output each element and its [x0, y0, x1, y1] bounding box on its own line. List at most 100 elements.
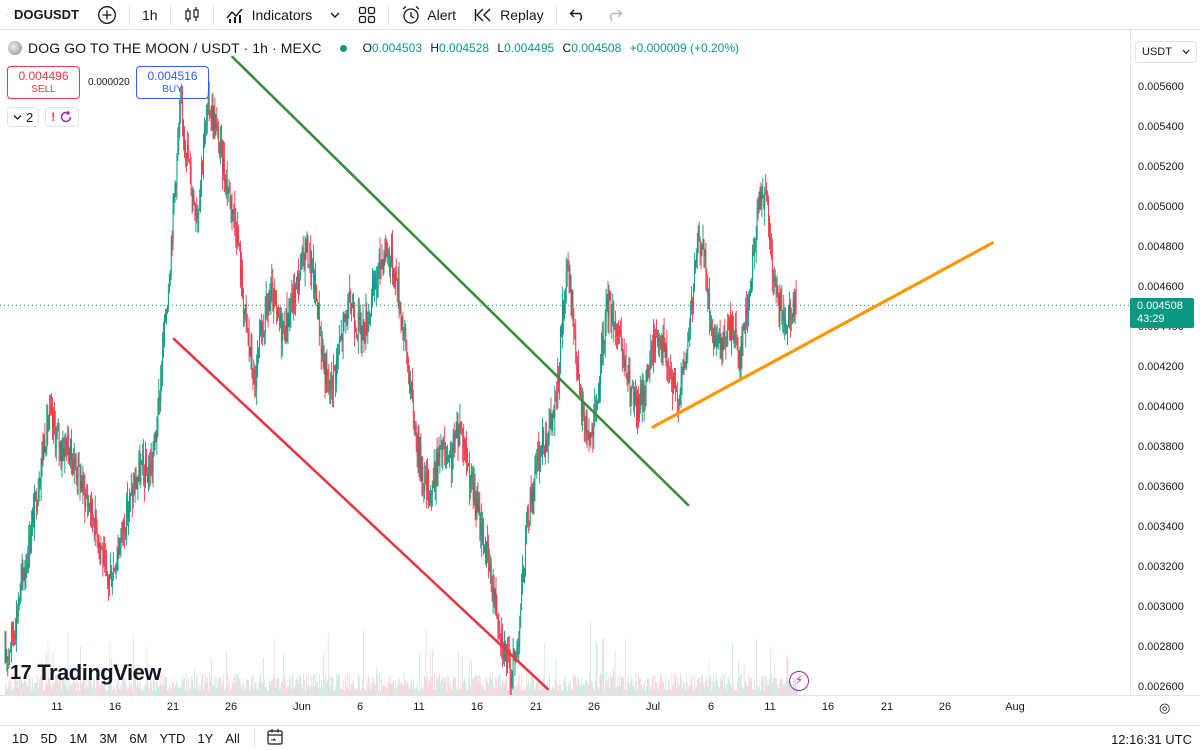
- candle-body: [306, 235, 308, 252]
- candle-body: [301, 255, 302, 262]
- range-1d[interactable]: 1D: [12, 730, 29, 746]
- volume-bar: [278, 677, 280, 695]
- candle-body: [711, 325, 712, 328]
- red-trendline[interactable]: [172, 337, 550, 691]
- candle-body: [370, 313, 372, 316]
- undo-button[interactable]: [560, 0, 596, 30]
- candle-body: [162, 344, 164, 375]
- utc-clock[interactable]: 12:16:31 UTC: [1111, 732, 1192, 747]
- tradingview-logo[interactable]: 17 TradingView: [10, 660, 161, 686]
- volume-bar: [564, 681, 565, 695]
- candle-body: [246, 315, 248, 330]
- range-1y[interactable]: 1Y: [197, 730, 214, 746]
- volume-bar: [483, 689, 485, 695]
- green-trendline[interactable]: [231, 55, 690, 507]
- range-all[interactable]: All: [225, 730, 240, 746]
- indicators-toggle[interactable]: 2: [7, 107, 40, 127]
- currency-select[interactable]: USDT: [1135, 41, 1197, 63]
- buy-button[interactable]: 0.004516 BUY: [136, 66, 209, 99]
- time-tick: 21: [166, 701, 180, 713]
- go-to-realtime-icon[interactable]: ◎: [1159, 700, 1171, 715]
- volume-bar: [53, 684, 55, 695]
- range-1m[interactable]: 1M: [69, 730, 88, 746]
- candle-body: [642, 383, 644, 404]
- volume-bar: [542, 682, 544, 695]
- candle-body: [342, 318, 344, 342]
- volume-bar: [452, 684, 453, 695]
- replay-button[interactable]: Replay: [465, 0, 553, 30]
- chart-legend: DOG GO TO THE MOON / USDT · 1h · MEXC O0…: [8, 40, 744, 56]
- candle-body: [184, 137, 185, 143]
- candle-body: [621, 338, 623, 360]
- volume-bar: [592, 687, 594, 695]
- volume-bar: [284, 674, 285, 695]
- volume-bar: [288, 678, 290, 695]
- low-value: 0.004495: [504, 41, 555, 55]
- symbol-search-button[interactable]: DOGUSDT: [0, 0, 88, 30]
- lightning-icon[interactable]: ⚡: [789, 671, 809, 691]
- volume-bar: [651, 677, 653, 695]
- range-6m[interactable]: 6M: [129, 730, 148, 746]
- date-range-button[interactable]: [258, 728, 292, 749]
- sell-button[interactable]: 0.004496 SELL: [7, 66, 80, 99]
- candle-body: [440, 440, 442, 447]
- volume-bar: [463, 680, 465, 695]
- volume-bar: [748, 674, 750, 695]
- volume-bar: [470, 687, 471, 695]
- candle-body: [571, 291, 573, 307]
- alert-button[interactable]: Alert: [392, 0, 465, 30]
- candle-body: [610, 299, 612, 323]
- volume-bar: [560, 684, 562, 695]
- volume-bar: [150, 680, 151, 695]
- compare-symbol-button[interactable]: [88, 0, 126, 30]
- volume-bar: [324, 680, 325, 695]
- range-5d[interactable]: 5D: [40, 730, 58, 746]
- indicators-button[interactable]: Indicators: [217, 0, 322, 30]
- indicator-status-chip[interactable]: !: [45, 107, 80, 127]
- volume-bar: [791, 687, 792, 695]
- volume-bar: [250, 686, 251, 695]
- volume-bar: [759, 685, 760, 695]
- candle-body: [103, 550, 105, 566]
- indicators-dropdown-button[interactable]: [321, 0, 349, 30]
- redo-button[interactable]: [596, 0, 632, 30]
- volume-bar: [400, 683, 401, 695]
- volume-bar: [207, 677, 208, 695]
- interval-button[interactable]: 1h: [133, 0, 167, 30]
- candle-body: [710, 325, 712, 329]
- candle-body: [203, 147, 204, 167]
- candle-body: [118, 550, 120, 552]
- volume-bar: [61, 689, 62, 695]
- volume-bar: [669, 689, 671, 695]
- alarm-icon: [402, 5, 420, 24]
- candle-body: [196, 213, 198, 218]
- volume-bar: [201, 675, 203, 695]
- candle-body: [658, 337, 659, 343]
- volume-bar: [733, 682, 735, 695]
- volume-bar: [86, 686, 88, 695]
- layout-button[interactable]: [349, 0, 385, 30]
- candle-body: [504, 643, 505, 661]
- volume-bar: [569, 685, 570, 695]
- candle-body: [614, 321, 616, 329]
- chart-type-button[interactable]: [174, 0, 210, 30]
- price-chart[interactable]: [0, 30, 1130, 695]
- volume-bar: [533, 678, 534, 695]
- range-3m[interactable]: 3M: [99, 730, 118, 746]
- candle-body: [606, 298, 608, 306]
- range-ytd[interactable]: YTD: [159, 730, 186, 746]
- candle-body: [225, 179, 226, 191]
- orange-trendline[interactable]: [651, 241, 994, 429]
- volume-bar: [116, 685, 117, 695]
- candle-body: [243, 295, 244, 316]
- price-axis[interactable]: [1130, 30, 1200, 695]
- time-axis[interactable]: [0, 695, 1200, 720]
- volume-bar: [496, 687, 498, 695]
- volume-bar: [638, 673, 640, 695]
- volume-bar: [428, 679, 430, 695]
- volume-bar: [380, 691, 381, 695]
- candle-body: [39, 483, 41, 489]
- candle-body: [183, 119, 184, 138]
- candle-body: [638, 396, 639, 419]
- volume-bar: [403, 673, 405, 695]
